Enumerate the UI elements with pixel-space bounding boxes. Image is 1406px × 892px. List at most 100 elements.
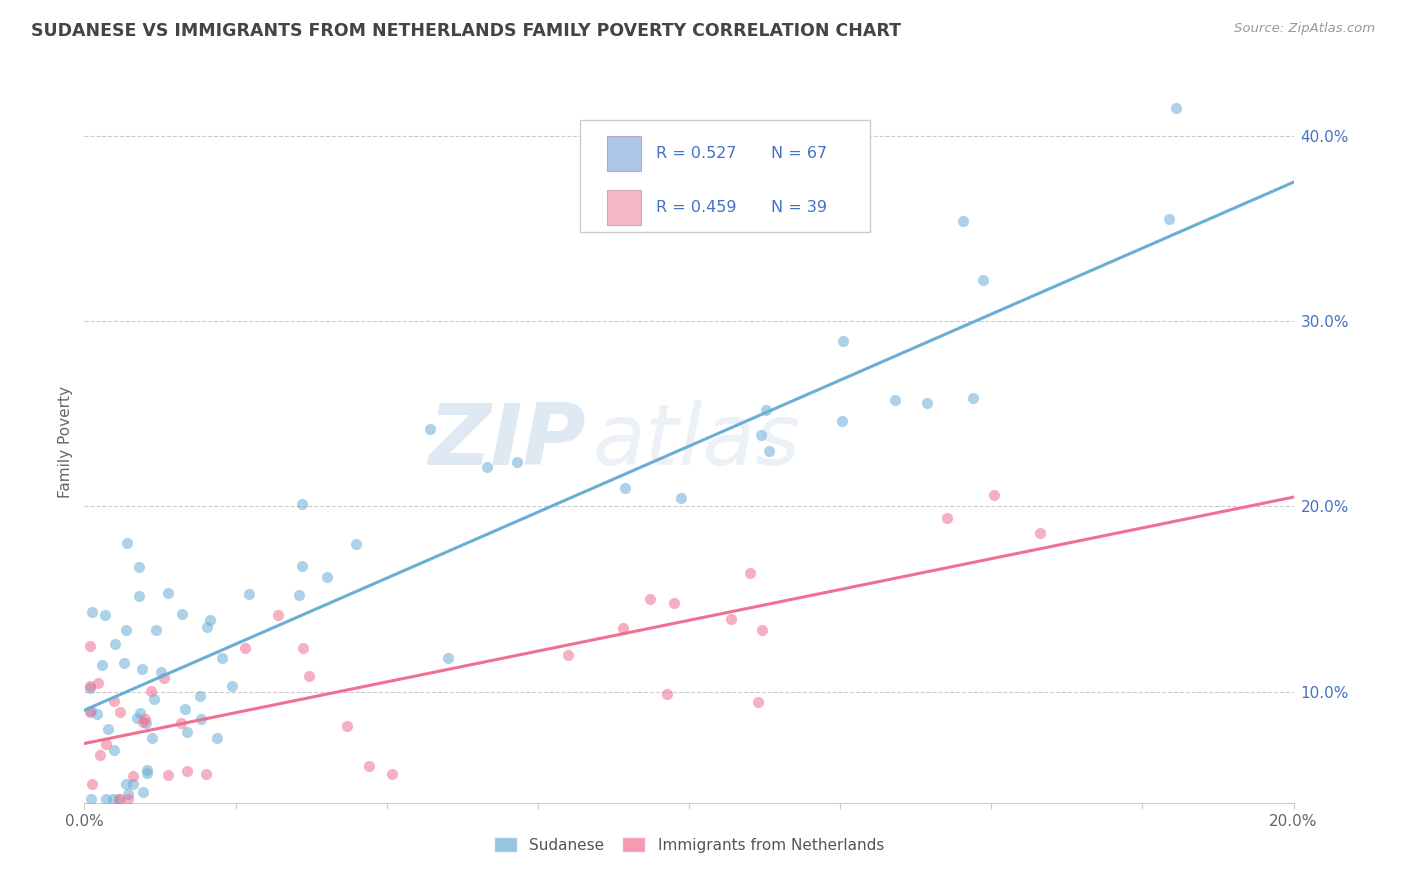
Point (1166, 101, 1188, 115)
Point (291, 496, 314, 510)
Point (128, 560, 150, 574)
Point (357, 759, 380, 773)
Point (291, 559, 314, 574)
Point (135, 716, 157, 731)
Point (94, 607, 117, 622)
Point (103, 694, 125, 708)
Point (86, 706, 108, 721)
Point (104, 637, 127, 651)
Point (107, 792, 129, 806)
Point (190, 712, 212, 726)
Point (103, 742, 125, 756)
Point (655, 686, 678, 700)
Point (117, 792, 139, 806)
Point (1029, 526, 1052, 541)
Point (640, 592, 662, 607)
Point (316, 569, 339, 583)
Point (747, 695, 769, 709)
Point (477, 459, 499, 474)
Point (740, 566, 762, 581)
Point (292, 641, 315, 656)
Point (89, 747, 111, 762)
Point (108, 792, 131, 806)
Point (82, 777, 104, 791)
Text: N = 67: N = 67 (770, 145, 827, 161)
Point (79, 705, 101, 719)
Point (195, 620, 218, 634)
Point (176, 764, 198, 778)
Point (80, 704, 103, 718)
Point (112, 657, 135, 671)
Point (156, 586, 179, 600)
Point (720, 611, 742, 625)
Bar (607, 190, 641, 225)
Point (669, 491, 692, 505)
Point (91, 657, 114, 672)
Point (381, 767, 404, 781)
Point (612, 621, 634, 635)
Point (832, 334, 855, 348)
Point (506, 455, 529, 469)
Point (150, 665, 173, 679)
Point (662, 596, 685, 610)
Point (176, 725, 198, 739)
Point (136, 764, 159, 778)
Point (115, 535, 138, 549)
Text: R = 0.527: R = 0.527 (657, 145, 737, 161)
Point (79, 681, 101, 695)
Bar (607, 136, 641, 170)
Point (129, 706, 152, 720)
Point (114, 624, 136, 638)
Text: atlas: atlas (592, 400, 800, 483)
Point (153, 671, 176, 685)
Point (238, 587, 260, 601)
Point (122, 769, 145, 783)
Point (1159, 212, 1181, 227)
Point (108, 705, 131, 719)
Point (94, 792, 117, 806)
Point (915, 396, 938, 410)
Point (437, 650, 460, 665)
Point (141, 731, 163, 746)
Point (755, 402, 778, 417)
Point (132, 785, 155, 799)
Point (297, 669, 319, 683)
Text: R = 0.459: R = 0.459 (657, 200, 737, 215)
Point (173, 702, 195, 716)
Point (831, 413, 853, 427)
Point (266, 608, 288, 623)
Point (336, 719, 359, 733)
Point (143, 692, 166, 706)
Point (145, 623, 167, 637)
Point (983, 488, 1005, 502)
Point (211, 651, 233, 665)
Point (233, 641, 256, 656)
Point (758, 444, 780, 458)
Point (134, 712, 156, 726)
Point (80, 605, 103, 619)
Point (884, 393, 907, 408)
Point (751, 623, 773, 637)
Point (749, 428, 772, 442)
Point (200, 613, 222, 627)
Point (557, 648, 579, 662)
Point (419, 422, 441, 436)
Point (952, 214, 974, 228)
Point (125, 711, 148, 725)
Point (221, 679, 243, 693)
Point (188, 689, 211, 703)
Text: ZIP: ZIP (429, 400, 586, 483)
Legend: Sudanese, Immigrants from Netherlands: Sudanese, Immigrants from Netherlands (486, 829, 891, 860)
Point (288, 588, 311, 602)
Point (94, 737, 117, 751)
Point (101, 791, 124, 805)
Point (205, 731, 228, 746)
Point (170, 607, 193, 621)
Point (935, 511, 957, 525)
Point (194, 767, 217, 781)
Point (115, 776, 138, 790)
Point (97, 722, 120, 736)
Text: N = 39: N = 39 (770, 200, 827, 215)
Y-axis label: Family Poverty: Family Poverty (58, 385, 73, 498)
Text: SUDANESE VS IMMIGRANTS FROM NETHERLANDS FAMILY POVERTY CORRELATION CHART: SUDANESE VS IMMIGRANTS FROM NETHERLANDS … (31, 22, 901, 40)
